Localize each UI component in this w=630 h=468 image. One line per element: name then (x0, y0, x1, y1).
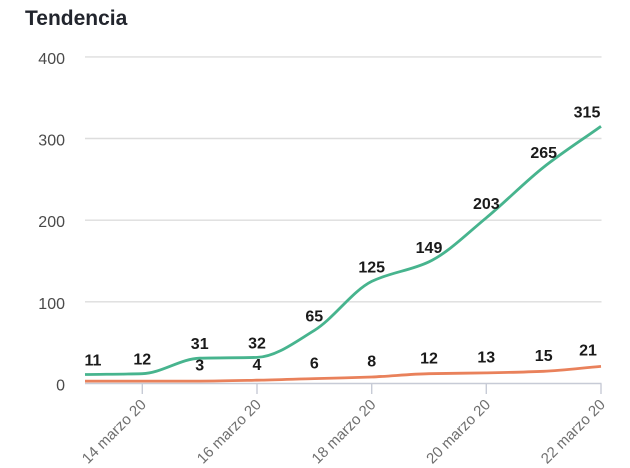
svg-text:200: 200 (38, 214, 65, 231)
svg-text:13: 13 (477, 350, 495, 367)
svg-text:12: 12 (133, 352, 151, 369)
svg-text:32: 32 (248, 335, 266, 352)
svg-text:20 marzo 20: 20 marzo 20 (423, 396, 494, 467)
svg-text:15: 15 (535, 348, 553, 365)
svg-text:11: 11 (85, 353, 102, 370)
svg-text:203: 203 (473, 196, 500, 213)
svg-text:300: 300 (38, 133, 65, 150)
svg-text:16 marzo 20: 16 marzo 20 (194, 396, 265, 467)
svg-text:0: 0 (56, 378, 65, 395)
svg-text:4: 4 (253, 357, 262, 374)
svg-text:31: 31 (191, 336, 209, 353)
svg-text:6: 6 (310, 355, 319, 372)
svg-text:65: 65 (305, 308, 323, 325)
svg-text:8: 8 (367, 354, 376, 371)
svg-text:18 marzo 20: 18 marzo 20 (309, 396, 380, 467)
svg-text:265: 265 (530, 145, 557, 162)
svg-text:14 marzo 20: 14 marzo 20 (79, 396, 150, 467)
svg-text:125: 125 (358, 259, 385, 276)
svg-text:3: 3 (195, 357, 204, 374)
svg-text:315: 315 (574, 104, 601, 121)
svg-text:22 marzo 20: 22 marzo 20 (538, 396, 609, 467)
svg-text:400: 400 (38, 51, 65, 68)
svg-text:100: 100 (38, 296, 65, 313)
svg-text:12: 12 (420, 350, 438, 367)
svg-text:21: 21 (579, 343, 597, 360)
svg-text:149: 149 (416, 240, 443, 257)
